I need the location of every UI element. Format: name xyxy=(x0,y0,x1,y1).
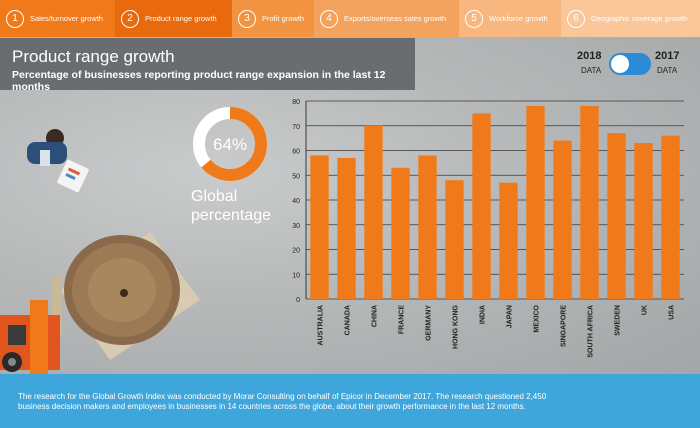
bar xyxy=(391,167,410,299)
global-percentage-donut: 64% xyxy=(193,107,267,181)
tab-number: 2 xyxy=(121,9,139,28)
bar xyxy=(553,140,572,299)
tab-label: Exports/overseas sales growth xyxy=(344,14,447,23)
bar xyxy=(607,133,626,299)
x-tick-label: INDIA xyxy=(480,305,487,324)
y-tick-label: 50 xyxy=(292,173,300,180)
tab-label: Product range growth xyxy=(145,14,217,23)
y-tick-label: 20 xyxy=(292,248,300,255)
y-tick-label: 80 xyxy=(292,99,300,106)
x-tick-label: JAPAN xyxy=(507,305,514,328)
year-2018-label: 2018 xyxy=(577,50,602,62)
x-tick-label: FRANCE xyxy=(399,305,406,334)
bar xyxy=(472,113,491,299)
paper-roll-illustration xyxy=(52,232,200,360)
forklift-illustration xyxy=(0,300,60,375)
data-label: DATA xyxy=(657,66,678,75)
x-tick-label: USA xyxy=(669,305,676,320)
tab-workforce[interactable]: 5 Workforce growth xyxy=(459,0,561,37)
tab-label: Geographic coverage growth xyxy=(591,14,688,23)
page-title: Product range growth xyxy=(12,47,175,66)
tab-exports[interactable]: 4 Exports/overseas sales growth xyxy=(314,0,459,37)
bar xyxy=(418,155,437,299)
bar xyxy=(580,105,599,299)
bar xyxy=(661,135,680,299)
footer-note: The research for the Global Growth Index… xyxy=(0,374,700,428)
tab-profit[interactable]: 3 Profit growth xyxy=(232,0,314,37)
toggle-knob xyxy=(611,55,629,73)
tab-number: 1 xyxy=(6,9,24,28)
x-tick-label: UK xyxy=(642,305,649,315)
x-tick-label: MEXICO xyxy=(534,304,541,332)
y-tick-label: 40 xyxy=(292,198,300,205)
y-tick-label: 0 xyxy=(296,297,300,304)
caption-line: percentage xyxy=(191,207,272,224)
tab-geographic[interactable]: 6 Geographic coverage growth xyxy=(561,0,700,37)
year-2017-label: 2017 xyxy=(655,50,680,62)
x-tick-label: GERMANY xyxy=(426,305,433,341)
bar xyxy=(499,182,518,299)
tab-bar: 1 Sales/turnover growth 2 Product range … xyxy=(0,0,700,37)
tab-label: Workforce growth xyxy=(489,14,548,23)
donut-percent-label: 64% xyxy=(213,135,247,154)
donut-arc xyxy=(193,107,267,181)
y-tick-label: 60 xyxy=(292,149,300,156)
bar xyxy=(526,105,545,299)
tab-number: 4 xyxy=(320,9,338,28)
tab-product-range[interactable]: 2 Product range growth xyxy=(115,0,232,37)
x-tick-label: AUSTRALIA xyxy=(318,305,325,345)
tab-number: 5 xyxy=(465,9,483,28)
tab-number: 6 xyxy=(567,9,585,28)
tab-sales-turnover[interactable]: 1 Sales/turnover growth xyxy=(0,0,115,37)
x-tick-label: HONG KONG xyxy=(453,304,460,349)
x-tick-label: SINGAPORE xyxy=(561,305,568,347)
tab-label: Sales/turnover growth xyxy=(30,14,103,23)
tab-number: 3 xyxy=(238,9,256,28)
page-subtitle: Percentage of businesses reporting produ… xyxy=(12,69,386,93)
x-tick-label: CANADA xyxy=(345,305,352,335)
bar xyxy=(337,157,356,299)
data-label: DATA xyxy=(581,66,602,75)
person-illustration xyxy=(27,129,89,193)
bar xyxy=(634,143,653,299)
footer-text: The research for the Global Growth Index… xyxy=(18,392,547,411)
year-toggle: 2018 DATA 2017 DATA xyxy=(575,50,685,80)
y-tick-label: 10 xyxy=(292,272,300,279)
x-tick-label: SOUTH AFRICA xyxy=(588,305,595,358)
global-percentage-caption: Global percentage xyxy=(191,187,271,225)
bar xyxy=(310,155,329,299)
tab-label: Profit growth xyxy=(262,14,305,23)
bar xyxy=(445,180,464,299)
y-tick-label: 70 xyxy=(292,124,300,131)
bar-chart: 0 10 20 30 40 50 60 70 80 AUSTRALIA CANADA CHINA FRA… xyxy=(292,99,684,358)
year-toggle-switch[interactable] xyxy=(609,53,651,75)
section-header: Product range growth Percentage of busin… xyxy=(0,38,415,93)
caption-line: Global xyxy=(191,188,238,205)
bar xyxy=(364,125,383,299)
y-tick-label: 30 xyxy=(292,223,300,230)
x-tick-label: CHINA xyxy=(372,305,379,327)
x-tick-label: SWEDEN xyxy=(615,305,622,336)
